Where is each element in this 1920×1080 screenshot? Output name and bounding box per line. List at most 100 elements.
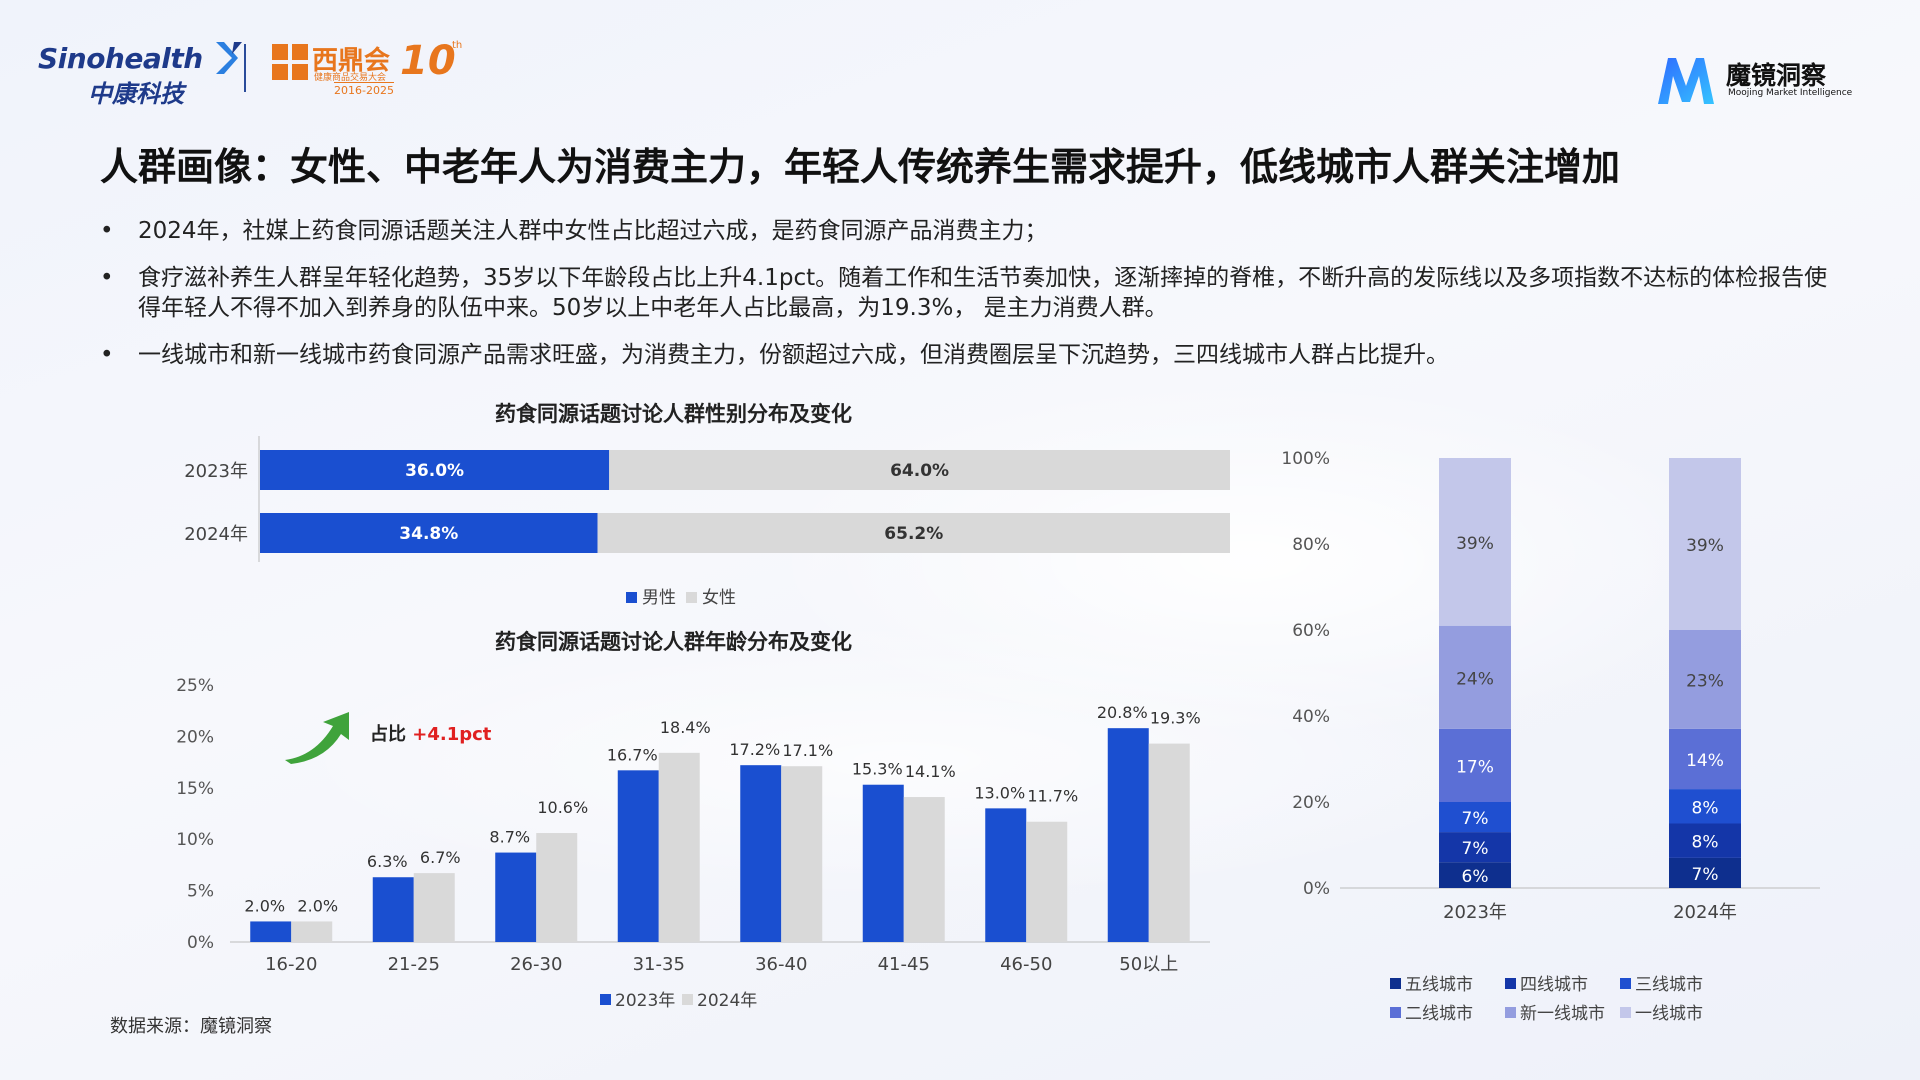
city-bar-segment [1669,630,1741,729]
city-data-label: 8% [1692,833,1719,853]
gender-chart-title: 药食同源话题讨论人群性别分布及变化 [495,402,852,426]
annotation-value: +4.1pct [412,724,492,745]
city-legend-label: 三线城市 [1635,975,1703,995]
age-ytick-label: 20% [176,727,214,747]
age-bar-2023 [617,770,659,942]
gender-legend-label: 女性 [702,588,736,608]
moojing-en: Moojing Market Intelligence [1728,88,1853,98]
city-data-label: 6% [1462,867,1489,887]
age-bar-2024 [413,873,455,942]
xidinghui-ten: 10 [400,38,456,84]
city-legend-swatch [1505,978,1516,989]
xidinghui-years: 2016-2025 [334,82,394,97]
city-ytick-label: 40% [1292,707,1330,727]
city-legend-swatch [1620,978,1631,989]
city-legend-swatch [1390,1007,1401,1018]
bullet-dot-icon: • [100,265,114,291]
age-ytick-label: 15% [176,779,214,799]
city-ytick-label: 60% [1292,621,1330,641]
age-legend-swatch [600,994,611,1005]
gender-data-label: 65.2% [884,524,943,544]
city-bar-segment [1669,458,1741,630]
xidinghui-th: th [452,40,463,51]
city-bar-segment [1669,857,1741,888]
city-data-label: 23% [1686,671,1724,691]
annotation-text: 占比 +4.1pct [370,723,492,745]
age-data-label: 17.1% [782,741,833,760]
gender-data-label: 64.0% [890,461,949,481]
city-ytick-label: 100% [1281,449,1330,469]
city-bar-segment [1669,728,1741,790]
xidinghui-name: 西鼎会 [312,46,391,76]
city-data-label: 24% [1456,669,1494,689]
city-chart: 0% 20% 40% 60% 80% 100% 6% 7% 7% 17% 24% 39% 2023年 7%… [1281,449,1820,1024]
gender-legend-label: 男性 [642,588,676,608]
logo-en-text: Sinohealth [38,42,203,75]
city-bar-segment [1439,862,1511,888]
city-data-label: 39% [1456,534,1494,554]
age-data-label: 19.3% [1150,709,1201,728]
age-category-label: 41-45 [878,954,930,975]
city-legend-label: 新一线城市 [1520,1004,1605,1024]
age-data-label: 20.8% [1097,703,1148,722]
city-legend-label: 五线城市 [1405,975,1473,995]
gender-category-label: 2024年 [184,524,248,545]
city-legend-label: 二线城市 [1405,1004,1473,1024]
city-data-label: 7% [1462,839,1489,859]
age-category-label: 21-25 [388,954,440,975]
age-data-label: 6.7% [420,848,461,867]
age-bar-2024 [1148,743,1190,942]
city-bar-segment [1439,728,1511,802]
city-legend-label: 四线城市 [1520,975,1588,995]
moojing-cn: 魔镜洞察 [1726,61,1827,90]
age-bar-2023 [372,877,414,942]
xidinghui-grid-icon [272,44,308,80]
age-bar-2023 [740,765,782,942]
bullet-item: • 2024年，社媒上药食同源话题关注人群中女性占比超过六成，是药食同源产品消费主… [100,216,1840,246]
age-ytick-label: 25% [176,676,214,696]
age-bar-2024 [903,797,945,942]
age-bar-2024 [536,833,578,942]
annotation-prefix: 占比 [370,723,412,745]
bullet-text: 一线城市和新一线城市药食同源产品需求旺盛，为消费主力，份额超过六成，但消费圈层呈… [138,342,1449,368]
moojing-logo: 魔镜洞察 Moojing Market Intelligence [1654,52,1854,108]
age-chart: 0% 5% 10% 15% 20% 25% 2.0% 2.0% 16-20 6.3% 6.7% 21-… [176,676,1210,1011]
age-data-label: 10.6% [537,798,588,817]
age-data-label: 6.3% [367,852,408,871]
gender-chart: 2023年 36.0% 64.0% 2024年 34.8% 65.2% 男性 女性 [184,436,1230,608]
age-data-label: 15.3% [852,760,903,779]
city-data-label: 8% [1692,798,1719,818]
sinohealth-logo: Sinohealth 中康科技 [38,36,242,108]
gender-data-label: 34.8% [399,524,458,544]
gender-legend-swatch [686,592,697,603]
age-data-label: 11.7% [1027,787,1078,806]
moojing-m-icon [1658,58,1714,104]
age-legend-label: 2023年 [615,991,675,1011]
age-bar-2024 [781,766,823,942]
bullet-dot-icon: • [100,342,114,368]
gender-bar-male [260,513,598,553]
city-category-label: 2024年 [1673,902,1737,923]
city-bar-segment [1669,789,1741,824]
city-category-label: 2023年 [1443,902,1507,923]
gender-data-label: 36.0% [405,461,464,481]
page-title: 人群画像：女性、中老年人为消费主力，年轻人传统养生需求提升，低线城市人群关注增加 [100,145,1621,189]
growth-arrow-icon [285,712,349,764]
city-data-label: 14% [1686,751,1724,771]
city-data-label: 7% [1462,809,1489,829]
city-bar-segment [1669,823,1741,858]
city-bar-segment [1439,802,1511,833]
age-category-label: 16-20 [265,954,317,975]
age-data-label: 2.0% [297,896,338,915]
age-chart-title: 药食同源话题讨论人群年龄分布及变化 [495,630,852,654]
age-data-label: 2.0% [244,896,285,915]
gender-bar-male [260,450,610,490]
bullet-text: 2024年，社媒上药食同源话题关注人群中女性占比超过六成，是药食同源产品消费主力… [138,218,1048,244]
gender-bar-female [597,513,1230,553]
age-data-label: 13.0% [974,783,1025,802]
city-data-label: 39% [1686,536,1724,556]
city-legend-swatch [1505,1007,1516,1018]
age-category-label: 50以上 [1119,954,1178,975]
age-data-label: 8.7% [489,828,530,847]
gender-bar-female [609,450,1230,490]
